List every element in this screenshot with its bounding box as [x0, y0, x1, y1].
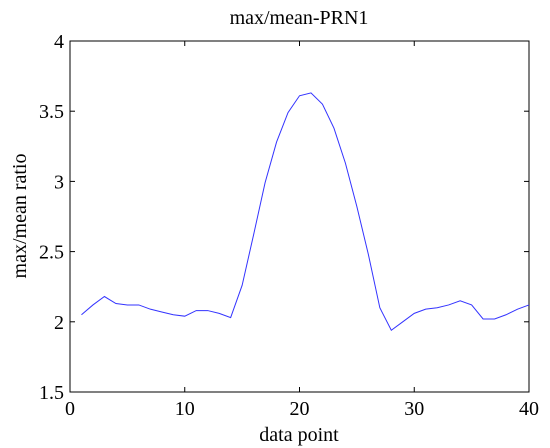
y-tick-label: 2	[54, 312, 64, 334]
y-tick-label: 3	[54, 171, 64, 193]
x-tick-label: 10	[175, 398, 195, 420]
plot-area	[69, 40, 530, 393]
y-tick-label: 2.5	[39, 242, 64, 264]
series-line	[81, 92, 530, 331]
y-axis-label: max/mean ratio	[9, 154, 31, 279]
x-tick-label: 20	[290, 398, 310, 420]
y-axis: 1.5 2 2.5 3 3.5 4	[39, 31, 529, 404]
x-axis: 0 10 20 30 40	[65, 41, 539, 420]
x-tick-label: 40	[519, 398, 539, 420]
y-tick-label: 1.5	[39, 382, 64, 404]
y-tick-label: 3.5	[39, 101, 64, 123]
x-tick-label: 30	[404, 398, 424, 420]
chart-title: max/mean-PRN1	[230, 7, 369, 29]
x-axis-label: data point	[259, 424, 339, 446]
x-tick-label: 0	[65, 398, 75, 420]
y-tick-label: 4	[54, 31, 64, 53]
